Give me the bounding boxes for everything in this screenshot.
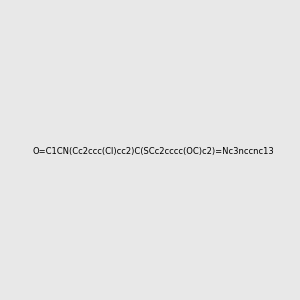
Text: O=C1CN(Cc2ccc(Cl)cc2)C(SCc2cccc(OC)c2)=Nc3nccnc13: O=C1CN(Cc2ccc(Cl)cc2)C(SCc2cccc(OC)c2)=N…: [33, 147, 274, 156]
